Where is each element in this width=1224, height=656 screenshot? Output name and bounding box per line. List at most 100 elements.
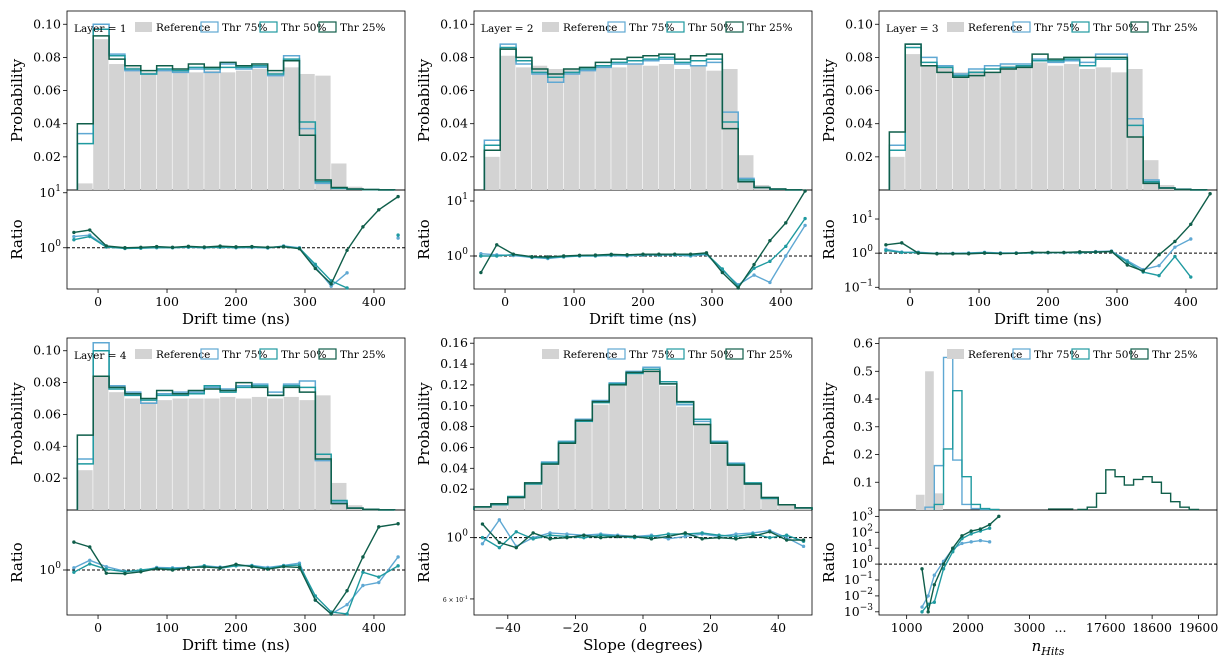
panel-label: Layer = 4 [74,350,127,362]
ratio-ytick-label: 100 [446,247,468,263]
thr25-ratio-point [266,567,270,571]
xaxis-label: Drift time (ns) [182,636,290,654]
thr25-ratio-point [717,535,721,540]
reference-bar [124,398,141,510]
thr25-ratio-point [313,598,318,602]
legend-swatch-thr50 [666,348,685,360]
xtick-label: 0 [94,294,102,309]
xtick-label: 3000 [1014,620,1046,635]
reference-bar [331,482,347,510]
legend-2: Layer = 2 Reference Thr 75% Thr 50% Thr 25% [481,21,792,35]
thr75-ratio-point [72,234,76,239]
legend-6: Reference Thr 75% Thr 50% Thr 25% [947,348,1197,361]
thr25-ratio-point [297,565,302,570]
xtick-label: 100 [155,620,179,635]
ytick-label: 0.08 [845,49,873,64]
thr50-ratio-point [1173,254,1177,259]
thr50-ratio-line [73,563,399,615]
thr25-ratio-point [751,534,755,539]
reference-bar [952,72,969,190]
thr50-ratio-point [768,259,772,264]
thr75-ratio-point [784,254,788,258]
legend-swatch-thr75 [607,348,626,360]
thr50-ratio-point [666,532,671,536]
thr50-ratio-point [649,534,654,539]
xaxis-label: Drift time (ns) [589,310,697,328]
legend-swatch-reference [947,349,964,359]
thr75-ratio-point [88,558,92,563]
thr25-ratio-point [632,534,637,539]
legend-swatch-thr25 [1130,348,1149,360]
ytick-label: 0.02 [440,149,468,164]
thr25-ratio-point [720,270,725,275]
thr25-ratio-point [234,562,238,567]
xtick-label: 18600 [1132,620,1172,635]
thr25-ratio-line [480,190,806,290]
thr50-ratio-line [885,249,1192,278]
reference-bar [77,470,93,510]
thr50-ratio-point [1125,260,1130,264]
ratio-ytick-label: 102 [851,523,873,539]
ratio-plot-frame [878,189,1218,290]
yaxis-label: Probability [820,58,838,142]
reference-bar [1079,69,1095,190]
reference-bar [710,444,727,510]
thr75-ratio-line [885,238,1192,271]
thr25-ratio-point [281,564,286,569]
thr50-ratio-point [599,533,603,537]
ytick-label: 0.04 [440,116,468,131]
reference-bar [315,395,331,510]
legend-swatch-thr75 [200,21,219,33]
legend-swatch-thr75 [607,21,626,33]
ratio-plot-frame [473,509,813,616]
thr75-ratio-point [920,605,924,609]
ytick-label: 0.04 [33,438,61,453]
xtick-label: 20 [703,620,719,635]
thr25-ratio-point [530,255,534,259]
thr25-ratio-point [170,245,175,249]
thr25-ratio-point [704,251,709,255]
thr25-ratio-point [998,251,1003,256]
xtick-label: 1000 [891,620,923,635]
ytick-label: 0.08 [440,419,468,434]
ratio-ytick-label: 100 [446,529,468,545]
thr25-ratio-point [297,247,302,251]
reference-bar [267,398,283,510]
thr25-ratio-point [266,245,270,249]
thr25-ratio-point [666,534,671,539]
thr25-ratio-point [926,610,930,614]
reference-bar [474,506,491,510]
reference-bar [172,70,188,190]
reference-bar [156,69,172,190]
thr25-ratio-point [700,537,704,541]
ytick-label: 0.2 [853,447,873,462]
ytick-label: 0.6 [853,336,873,351]
reference-bar [1095,67,1111,190]
thr75-ratio-point [1157,263,1161,268]
ytick-label: 0.06 [440,83,468,98]
legend-swatch-reference [947,22,964,32]
thr50-ratio-point [920,610,924,614]
thr25-ratio-point [1173,239,1177,244]
thr25-histogram [888,43,1208,191]
panel-label: Layer = 1 [74,23,127,35]
reference-bar [507,497,525,510]
thr50-ratio-point [396,233,400,237]
legend-label-thr25: Thr 25% [747,22,792,34]
reference-bar [659,385,677,510]
thr50-ratio-point [548,533,552,537]
xtick-label: 0 [94,620,102,635]
thr50-ratio-point [1157,273,1161,278]
thr25-ratio-point [599,535,603,540]
legend-swatch-thr50 [666,21,685,33]
reference-bar [531,65,548,190]
thr25-ratio-point [123,571,127,576]
ratio-ytick-label: 100 [39,239,61,255]
ytick-label: 0.02 [440,481,468,496]
legend-swatch-thr25 [725,21,744,33]
legend-label-thr25: Thr 25% [340,22,385,34]
reference-bar [968,70,984,190]
reference-bar [905,54,921,191]
reference-bar [315,75,331,190]
thr50-ratio-point [345,286,349,290]
